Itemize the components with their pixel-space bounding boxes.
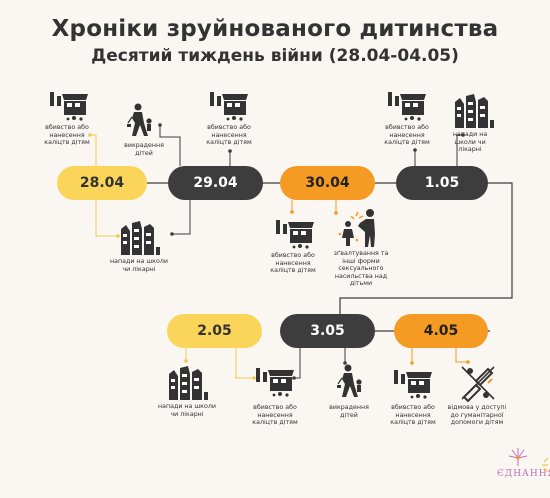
connector-2804-attack (95, 200, 118, 237)
connector-2904-attack (172, 200, 191, 235)
kidnapping-icon (127, 103, 152, 136)
connector-dot (252, 376, 256, 380)
caption-denial-405: відмова у доступі до гуманітарної допомо… (447, 404, 507, 427)
caption-kill-105: вбивство або нанесення каліцтв дітям (384, 124, 430, 147)
brand-logo-text: ЄДНАННЯ (497, 469, 550, 479)
connector-305-kill (294, 348, 301, 379)
caption-kill-2904: вбивство або нанесення каліцтв дітям (206, 124, 252, 147)
date-pill-28-04: 28.04 (57, 166, 147, 200)
connector-dot (334, 211, 338, 215)
connector-dot (290, 210, 294, 214)
connector-dot (413, 148, 417, 152)
violence-icon (338, 209, 375, 247)
caption-kill-405: вбивство або нанесення каліцтв дітям (390, 404, 436, 427)
page-title: Хроніки зруйнованого дитинства (51, 16, 499, 42)
building-damage-icon (394, 370, 432, 399)
connector-dot (184, 359, 188, 363)
caption-kill-3004: вбивство або нанесення каліцтв дітям (270, 252, 316, 275)
date-pill-29-04: 29.04 (168, 166, 263, 200)
school-ruins-icon (169, 366, 208, 400)
connector-2904-kidnap (159, 126, 181, 166)
school-ruins-icon (121, 221, 160, 255)
date-pill-3-05: 3.05 (280, 314, 375, 348)
connector-105-attack (456, 134, 463, 166)
caption-kidnap-305: викрадення дітей (329, 404, 369, 419)
connector-dot (158, 123, 162, 127)
caption-attack-2804: напади на школи чи лікарні (110, 258, 168, 273)
connector-2804-kill (90, 134, 97, 166)
connector-dot (461, 133, 465, 137)
connector-405-denial (455, 348, 468, 363)
connector-dot (170, 232, 174, 236)
connector-dot (88, 133, 92, 137)
aid-denied-icon (461, 366, 495, 403)
connector-dot (292, 376, 296, 380)
building-damage-icon (50, 92, 88, 121)
building-damage-icon (388, 92, 426, 121)
connector-dot (116, 234, 120, 238)
caption-attack-105: напади на школи чи лікарні (452, 131, 488, 154)
connector-dot (410, 361, 414, 365)
caption-attack-205: напади на школи чи лікарні (158, 403, 216, 418)
date-pill-30-04: 30.04 (280, 166, 375, 200)
building-damage-icon (256, 368, 294, 397)
building-damage-icon (276, 220, 314, 249)
school-ruins-icon (455, 94, 494, 128)
date-pill-4-05: 4.05 (394, 314, 488, 348)
caption-violence-3004: зґвалтування та інші форми сексуального … (333, 250, 389, 288)
flower-logo-icon (508, 448, 528, 466)
connector-205-kill (235, 348, 254, 379)
caption-kidnap-2904: викрадення дітей (124, 142, 164, 157)
date-pill-1-05: 1.05 (396, 166, 488, 200)
building-damage-icon (210, 92, 248, 121)
sun-decoration-icon (542, 457, 549, 473)
caption-kill-205: вбивство або нанесення каліцтв дітям (252, 404, 298, 427)
connector-dot (343, 361, 347, 365)
connector-dot (228, 149, 232, 153)
connector-dot (466, 360, 470, 364)
page-subtitle: Десятий тиждень війни (28.04-04.05) (91, 46, 459, 66)
date-pill-2-05: 2.05 (167, 314, 262, 348)
caption-kill-2804: вбивство або нанесення каліцтв дітям (44, 124, 90, 147)
kidnapping-icon (337, 364, 362, 397)
